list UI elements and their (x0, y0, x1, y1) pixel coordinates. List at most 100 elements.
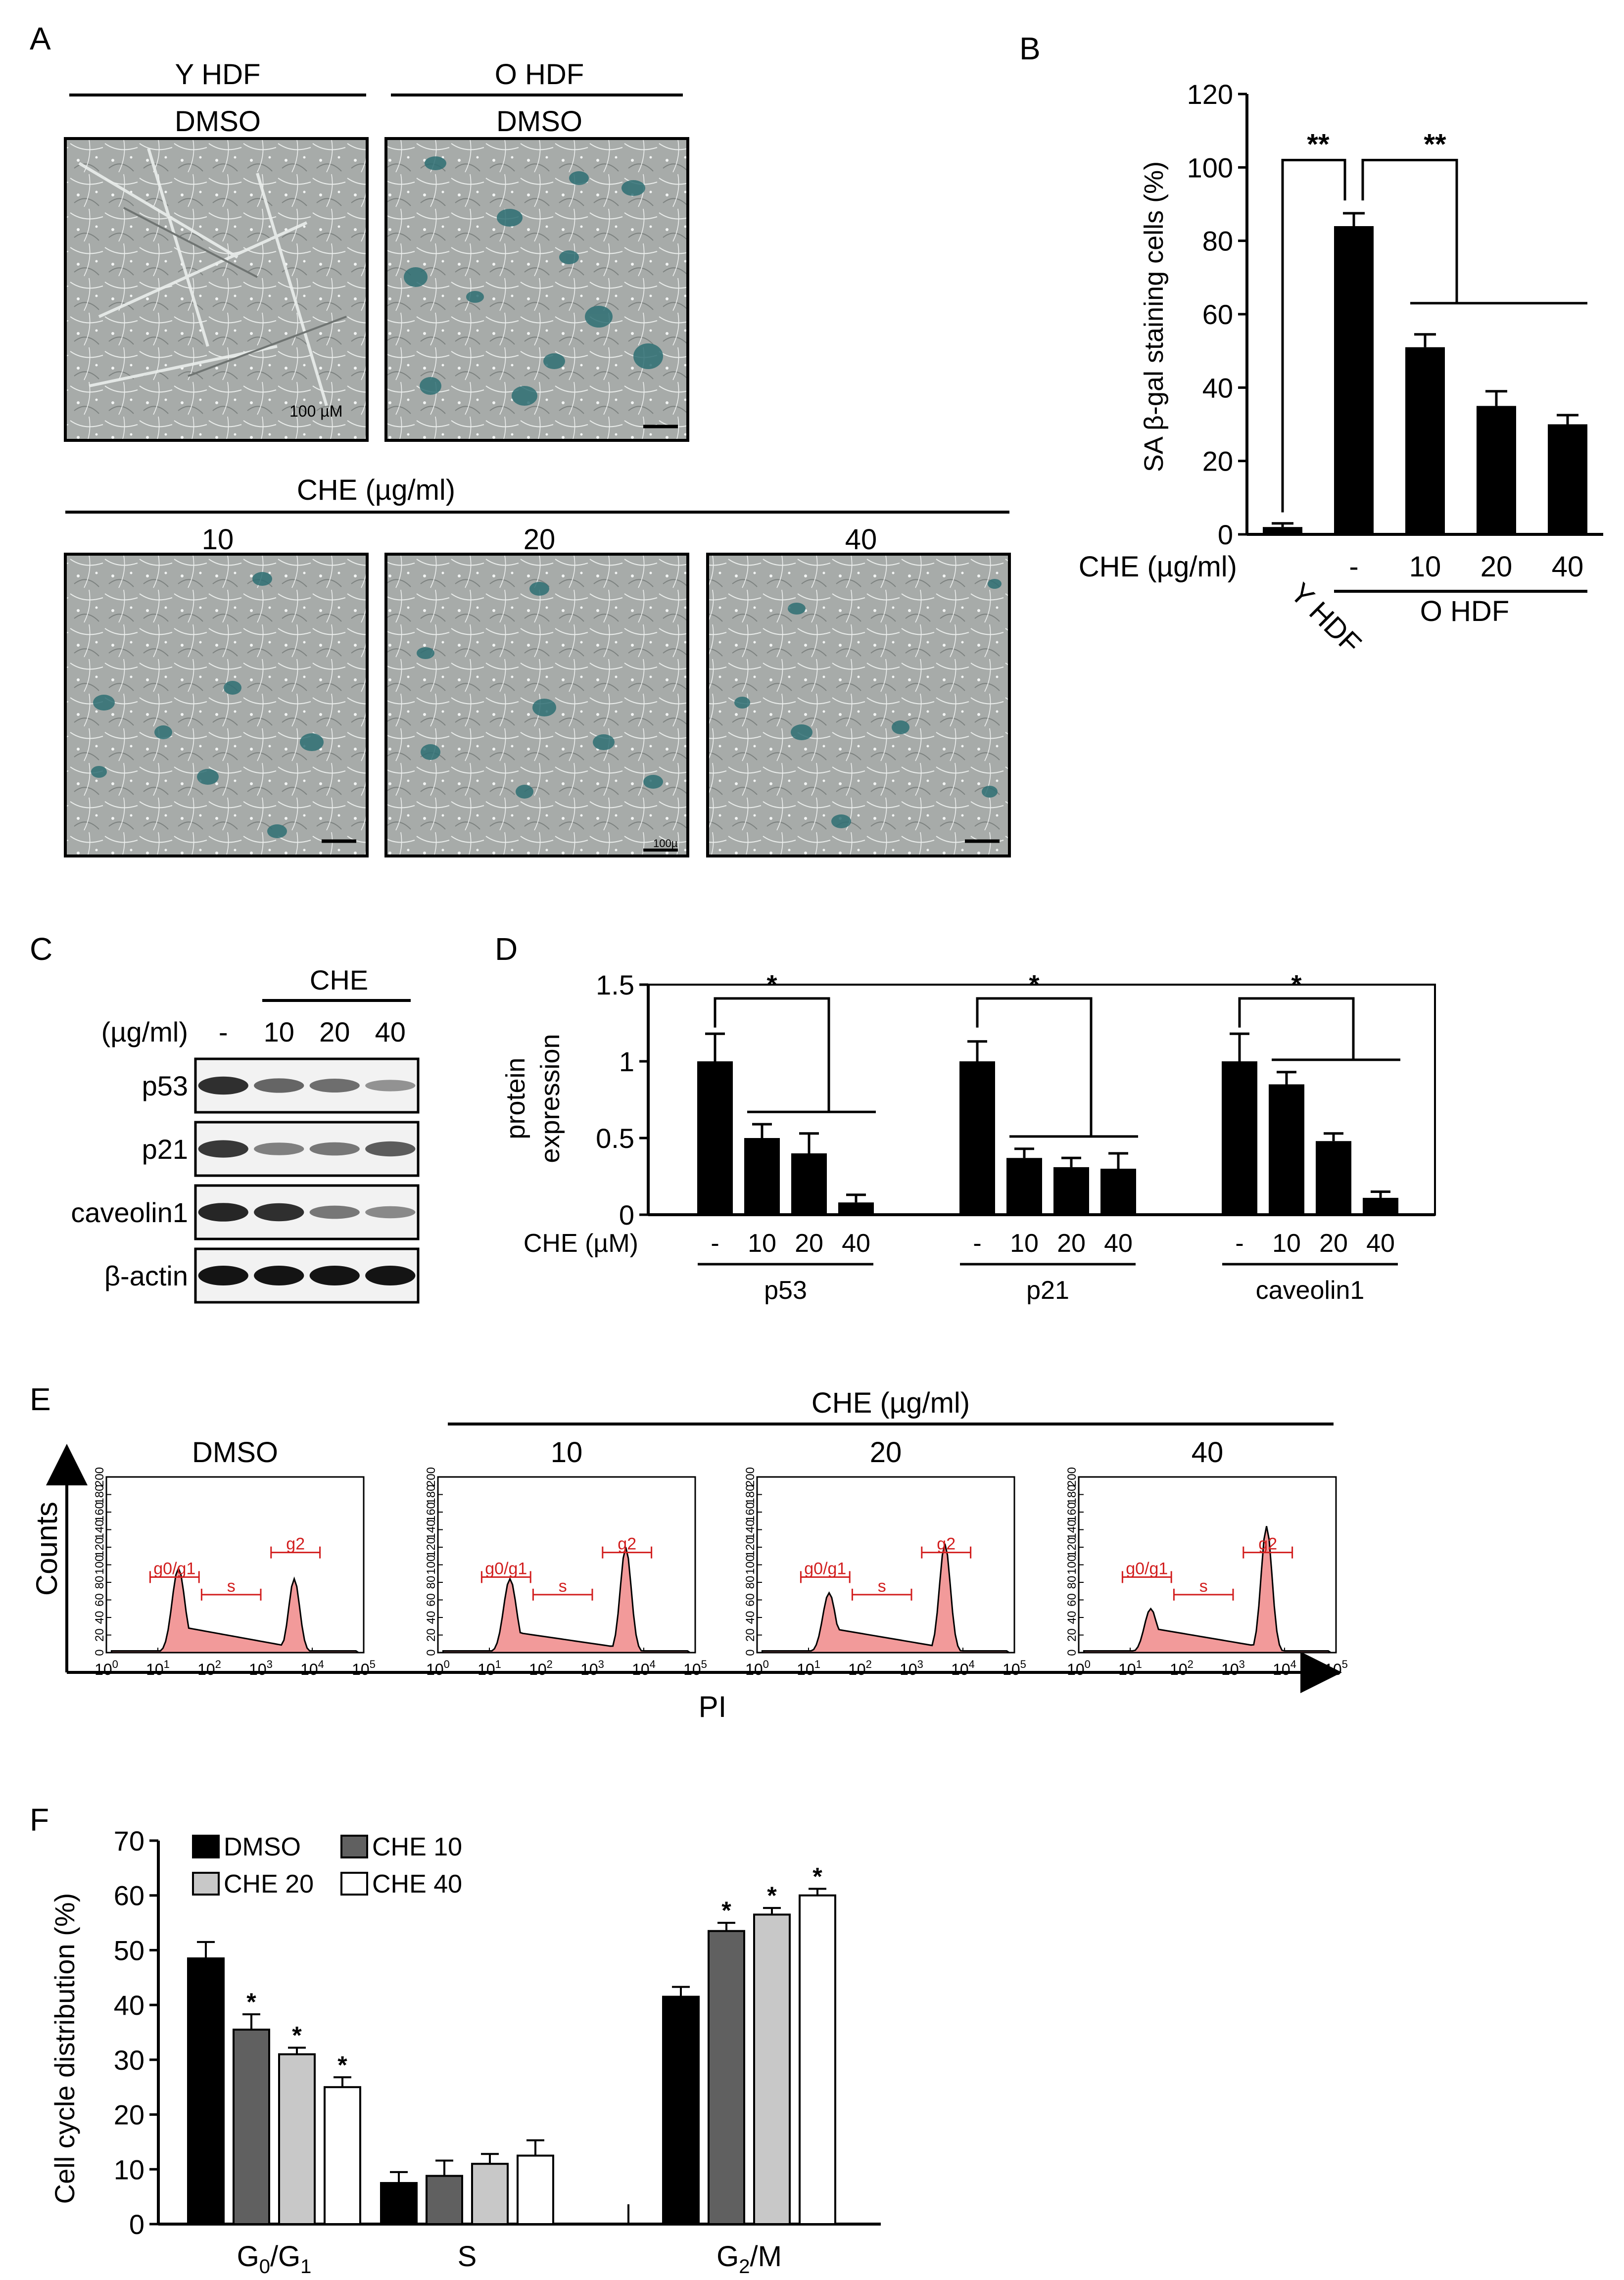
chart-f-bar (471, 2163, 509, 2226)
facs-y-tick-label: 200 (1065, 1467, 1079, 1487)
chart-f-legend-swatch (340, 1872, 368, 1896)
chart-b-y-tick-label: 0 (1218, 519, 1233, 550)
facs-gate-g2-label: g2 (618, 1535, 636, 1554)
chart-b-x-label: Y HDF (1284, 577, 1367, 660)
chart-f-y-tick-label: 70 (114, 1825, 144, 1856)
facs-y-tick-label: 100 (744, 1555, 757, 1574)
chart-d-x-label: 40 (842, 1229, 870, 1258)
micrograph-o-hdf (384, 137, 689, 442)
chart-d-bar (1222, 1061, 1257, 1215)
chart-d-bracket (1238, 997, 1400, 1061)
facs-y-tick-label: 140 (425, 1520, 438, 1539)
panel-letter-f: F (30, 1802, 49, 1838)
chart-f-significance: * (246, 1988, 256, 2016)
blot-row-label: β-actin (104, 1260, 188, 1291)
chart-d-x-label: 20 (1319, 1229, 1348, 1258)
facs-gate-g0g1-label: g0/g1 (1126, 1559, 1168, 1578)
chart-f-bar (662, 1995, 700, 2225)
facs-y-tick-label: 100 (1065, 1555, 1079, 1574)
chart-b-y-tick-label: 40 (1202, 372, 1233, 403)
blot-band (309, 1079, 360, 1092)
facs-x-tick-label: 103 (249, 1658, 273, 1678)
chart-f-significance: * (767, 1882, 777, 1909)
facs-y-tick-label: 120 (93, 1537, 106, 1557)
panel-letter-d: D (495, 931, 518, 967)
chart-d-group-label: p21 (1026, 1276, 1069, 1305)
chart-f-legend-swatch (192, 1872, 220, 1896)
chart-b-bracket-2 (1361, 159, 1587, 305)
chart-d-bracket (714, 997, 876, 1113)
blot-che-label: CHE (310, 964, 368, 996)
chart-f-bar (517, 2154, 554, 2225)
facs-y-tick-label: 60 (425, 1593, 438, 1607)
facs-frame (437, 1476, 696, 1654)
chart-d-bar (744, 1138, 780, 1215)
panel-e: E CHE (µg/ml) Counts PI DMSO020406080100… (30, 1381, 1348, 1723)
facs-histogram-curve (1083, 1526, 1334, 1654)
facs-x-tick-label: 100 (1067, 1658, 1091, 1678)
chart-b-x-prefix: CHE (µg/ml) (1079, 551, 1237, 583)
facs-x-tick-label: 100 (95, 1658, 118, 1678)
blot-band (309, 1205, 360, 1219)
chart-f-bar (233, 2028, 270, 2226)
facs-y-tick-label: 60 (744, 1593, 757, 1607)
facs-x-tick-label: 104 (951, 1658, 975, 1678)
facs-title: 10 (551, 1436, 583, 1469)
scale-bar-label-small: 100µ (653, 837, 678, 850)
facs-y-tick-label: 200 (93, 1467, 106, 1487)
panel-f: F 0 10 20 30 40 50 60 70 * * * G0/G1 S * * * G2/M DMSO CHE… (30, 1802, 881, 2278)
facs-gate-g2-label: g2 (937, 1535, 955, 1554)
chart-f-y-tick-label: 50 (114, 1935, 144, 1966)
chart-b-x-label: 10 (1409, 551, 1441, 583)
facs-y-tick-label: 180 (93, 1484, 106, 1504)
facs-y-tick-label: 120 (425, 1537, 438, 1557)
facs-histogram-curve (761, 1543, 1012, 1654)
facs-gate-g2-label: g2 (1258, 1535, 1277, 1554)
conc-10-label: 10 (202, 523, 234, 556)
facs-y-tick-label: 160 (93, 1502, 106, 1522)
y-hdf-header: Y HDF (175, 58, 261, 91)
chart-f-y-label: Cell cycle distribution (%) (49, 1893, 80, 2204)
chart-f-bar (799, 1894, 836, 2226)
facs-y-tick-label: 0 (1065, 1649, 1079, 1656)
blot-band (365, 1266, 416, 1285)
blot-band (198, 1266, 248, 1285)
chart-b-bar (1263, 527, 1302, 534)
blot-lane-label: 20 (319, 1016, 350, 1047)
facs-histogram-curve (442, 1547, 693, 1654)
facs-frame (105, 1476, 365, 1654)
dmso-label-2: DMSO (496, 105, 582, 138)
chart-d-group-label: caveolin1 (1256, 1276, 1365, 1305)
blot-band (309, 1142, 360, 1156)
facs-y-tick-label: 200 (425, 1467, 438, 1487)
facs-x-tick-label: 103 (580, 1658, 604, 1678)
facs-y-tick-label: 0 (425, 1649, 438, 1656)
chart-d-bar (1269, 1084, 1304, 1215)
conc-40-label: 40 (845, 523, 877, 556)
facs-y-tick-label: 180 (1065, 1484, 1079, 1504)
western-blot: - 10 20 40 p53 p21 caveolin1 β-actin (71, 1016, 420, 1304)
facs-y-tick-label: 160 (744, 1502, 757, 1522)
facs-x-tick-label: 105 (683, 1658, 707, 1678)
facs-y-tick-label: 20 (425, 1628, 438, 1642)
blot-lane-label: 10 (264, 1016, 294, 1047)
chart-d-y-label-line1: protein (501, 1057, 530, 1139)
chart-d-bar (959, 1061, 995, 1215)
facs-title: DMSO (192, 1436, 278, 1469)
facs-gate-g0g1-label: g0/g1 (804, 1559, 846, 1578)
chart-f-bar (324, 2086, 361, 2226)
chart-d-bar (697, 1061, 733, 1215)
facs-x-label: PI (699, 1690, 727, 1723)
chart-d-bar (1053, 1167, 1089, 1215)
chart-f-significance: * (812, 1862, 822, 1890)
conc-20-label: 20 (524, 523, 556, 556)
chart-b-x-label: - (1349, 551, 1358, 583)
chart-f-x-label: S (458, 2240, 477, 2273)
facs-gate-s-label: s (878, 1577, 886, 1596)
chart-d-bar (1363, 1197, 1398, 1215)
panel-letter-c: C (30, 931, 52, 967)
